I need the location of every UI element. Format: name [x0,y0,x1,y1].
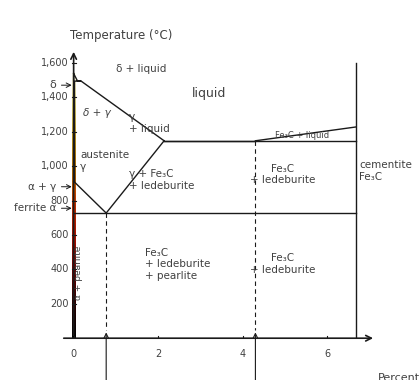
Text: δ: δ [49,80,71,90]
Text: 800: 800 [50,195,68,206]
Text: δ + γ: δ + γ [83,108,111,118]
Text: cementite
Fe₃C: cementite Fe₃C [359,160,412,182]
Text: 0: 0 [71,348,77,358]
Text: δ + liquid: δ + liquid [116,64,166,74]
Text: Fe₃C + liquid: Fe₃C + liquid [275,131,329,139]
Text: 200: 200 [50,299,68,309]
Text: α + γ: α + γ [28,182,71,192]
Text: ferrite α: ferrite α [13,203,71,213]
Text: α + pearlite: α + pearlite [74,245,83,300]
Text: γ + Fe₃C
+ ledeburite: γ + Fe₃C + ledeburite [129,169,194,191]
Text: γ
+ liquid: γ + liquid [129,112,169,134]
Text: Fe₃C
+ ledeburite: Fe₃C + ledeburite [250,253,315,275]
Text: 1,400: 1,400 [41,92,68,102]
Text: 1,600: 1,600 [41,58,68,68]
Text: Fe₃C
+ ledeburite
+ pearlite: Fe₃C + ledeburite + pearlite [145,248,211,281]
Text: 6: 6 [324,348,331,358]
Text: Fe₃C
+ ledeburite: Fe₃C + ledeburite [250,164,315,185]
Text: 400: 400 [50,264,68,274]
Text: 1,200: 1,200 [41,127,68,137]
Text: liquid: liquid [192,87,226,100]
Text: 4: 4 [240,348,246,358]
Text: 2: 2 [155,348,161,358]
Text: Temperature (°C): Temperature (°C) [70,29,173,42]
Text: 1,000: 1,000 [41,161,68,171]
Text: pearlite
(eutectoid): pearlite (eutectoid) [76,334,137,380]
Text: austenite
γ: austenite γ [80,150,129,172]
Text: ledeburite
(eutectic): ledeburite (eutectic) [227,334,284,380]
Text: 600: 600 [50,230,68,240]
Text: Percent
Carbon
(by mass): Percent Carbon (by mass) [378,373,420,380]
